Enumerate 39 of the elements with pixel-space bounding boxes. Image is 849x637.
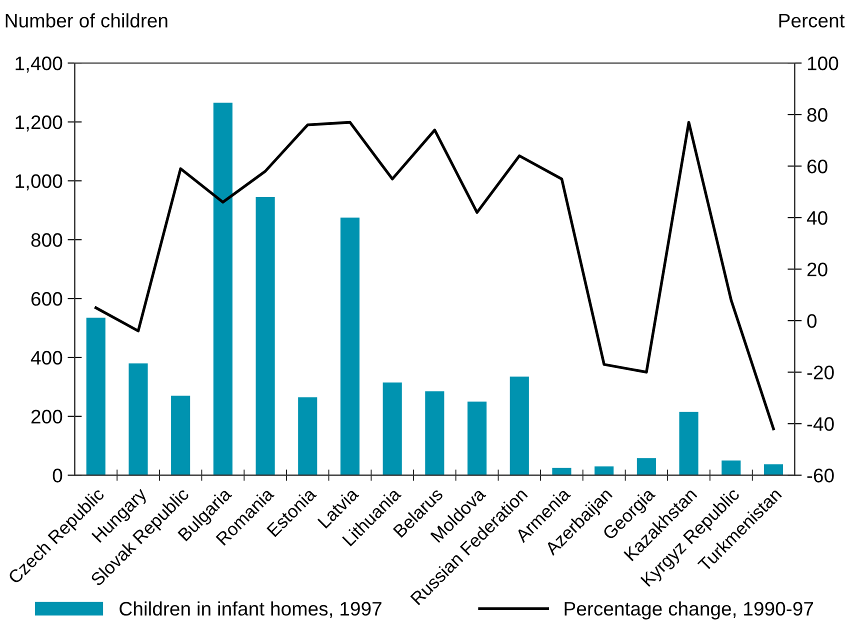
y2-tick-label: 20 [807, 262, 828, 276]
y2-tick-label: -60 [807, 468, 834, 482]
y-tick-label: 1,400 [16, 56, 62, 73]
bar [171, 396, 190, 476]
bar [86, 318, 106, 476]
bar [594, 466, 614, 476]
y2-tick-label: -40 [807, 417, 834, 431]
legend-label: Percentage change, 1990-97 [564, 601, 814, 620]
bar [679, 412, 698, 476]
bar [552, 468, 572, 476]
y-tick-label: 400 [30, 350, 62, 365]
bar [722, 460, 741, 476]
y-tick-label: 600 [31, 292, 62, 306]
y-tick-label: 0 [52, 468, 62, 482]
bar [256, 197, 275, 476]
y-axis-title: Number of children [6, 13, 168, 28]
y2-tick-label: 40 [806, 211, 828, 225]
bar [468, 402, 487, 476]
y-tick-label: 200 [31, 410, 62, 424]
y2-tick-label: 100 [808, 56, 838, 70]
y-tick-label: 800 [31, 233, 62, 247]
y2-tick-label: 60 [807, 160, 828, 174]
bar [213, 102, 232, 476]
y2-tick-label: -20 [807, 366, 834, 380]
y-tick-label: 1,000 [16, 174, 62, 190]
y2-axis-title: Percent [779, 14, 845, 28]
bar [510, 376, 529, 476]
y-tick-label: 1,200 [16, 115, 62, 132]
y2-tick-label: 0 [807, 314, 817, 328]
bar [764, 464, 784, 476]
bar [340, 218, 360, 476]
bar [636, 458, 656, 476]
y2-tick-label: 80 [807, 108, 828, 122]
line-series [94, 120, 775, 430]
bar [382, 382, 402, 476]
bar [128, 363, 148, 476]
bar [425, 391, 444, 476]
bar [298, 397, 318, 476]
legend-label: Children in infant homes, 1997 [120, 601, 382, 618]
